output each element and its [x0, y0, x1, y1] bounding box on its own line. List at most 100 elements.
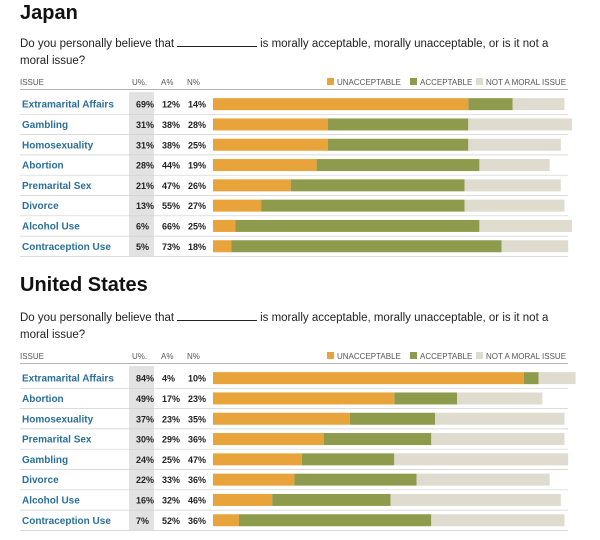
- category-label: Contraception Use: [22, 516, 111, 527]
- u-pct-label: 30%: [136, 435, 154, 445]
- n-pct-label: 23%: [188, 394, 206, 404]
- category-label: Extramarital Affairs: [22, 100, 114, 111]
- n-pct-label: 36%: [188, 475, 206, 485]
- category-label: Homosexuality: [22, 414, 94, 425]
- category-label: Gambling: [22, 455, 68, 466]
- u-pct-label: 84%: [136, 374, 154, 384]
- bar-unacceptable: [213, 240, 232, 253]
- n-pct-label: 36%: [188, 516, 206, 526]
- n-pct-label: 46%: [188, 495, 206, 505]
- bar-unacceptable: [213, 392, 395, 405]
- bar-acceptable: [394, 392, 458, 405]
- u-pct-label: 5%: [136, 242, 149, 252]
- header-a-pct: A%: [161, 78, 173, 87]
- n-pct-label: 14%: [188, 100, 206, 110]
- a-pct-label: 12%: [162, 100, 180, 110]
- category-label: Premarital Sex: [22, 435, 92, 446]
- a-pct-label: 33%: [162, 475, 180, 485]
- u-pct-label: 21%: [136, 181, 154, 191]
- a-pct-label: 23%: [162, 414, 180, 424]
- n-pct-label: 35%: [188, 414, 206, 424]
- bar-unacceptable: [213, 493, 273, 506]
- bar-acceptable: [272, 493, 391, 506]
- u-pct-label: 22%: [136, 475, 154, 485]
- a-pct-label: 47%: [162, 181, 180, 191]
- bar-not-a-moral-issue: [468, 138, 561, 151]
- legend-not-a-moral-issue-swatch: [476, 78, 483, 85]
- bar-acceptable: [468, 98, 513, 111]
- bar-not-a-moral-issue: [435, 412, 565, 425]
- bar-unacceptable: [213, 138, 328, 151]
- a-pct-label: 38%: [162, 120, 180, 130]
- bar-unacceptable: [213, 118, 328, 131]
- bar-not-a-moral-issue: [512, 98, 565, 111]
- category-label: Divorce: [22, 475, 59, 486]
- category-label: Alcohol Use: [22, 221, 80, 232]
- bar-unacceptable: [213, 199, 262, 212]
- a-pct-label: 4%: [162, 374, 175, 384]
- bar-not-a-moral-issue: [479, 159, 550, 172]
- a-pct-label: 44%: [162, 161, 180, 171]
- united-states-panel: United States Do you personally believe …: [0, 270, 600, 539]
- bar-not-a-moral-issue: [464, 179, 561, 192]
- bar-unacceptable: [213, 372, 524, 385]
- a-pct-label: 38%: [162, 140, 180, 150]
- category-label: Abortion: [22, 394, 64, 405]
- a-pct-label: 17%: [162, 394, 180, 404]
- bar-not-a-moral-issue: [416, 473, 550, 486]
- n-pct-label: 18%: [188, 242, 206, 252]
- legend-unacceptable-label: UNACCEPTABLE: [337, 352, 401, 361]
- n-pct-label: 10%: [188, 374, 206, 384]
- bar-unacceptable: [213, 453, 302, 466]
- bar-not-a-moral-issue: [390, 493, 561, 506]
- a-pct-label: 66%: [162, 221, 180, 231]
- u-pct-label: 37%: [136, 414, 154, 424]
- header-issue: ISSUE: [20, 78, 44, 87]
- legend-unacceptable-label: UNACCEPTABLE: [337, 78, 401, 87]
- category-label: Gambling: [22, 120, 68, 131]
- a-pct-label: 25%: [162, 455, 180, 465]
- bar-unacceptable: [213, 179, 291, 192]
- n-pct-label: 19%: [188, 161, 206, 171]
- legend-not-a-moral-issue-label: NOT A MORAL ISSUE: [486, 78, 566, 87]
- category-label: Premarital Sex: [22, 181, 92, 192]
- header-n-pct: N%: [187, 78, 200, 87]
- u-column-shading: [129, 366, 154, 531]
- legend-acceptable-swatch: [410, 78, 417, 85]
- u-pct-label: 31%: [136, 120, 154, 130]
- header-n-pct: N%: [187, 352, 200, 361]
- question-after: is morally acceptable, morally unaccepta…: [20, 38, 549, 67]
- question-before: Do you personally believe that: [20, 38, 175, 50]
- bar-not-a-moral-issue: [431, 514, 565, 527]
- legend-not-a-moral-issue-swatch: [476, 352, 483, 359]
- n-pct-label: 25%: [188, 221, 206, 231]
- n-pct-label: 47%: [188, 455, 206, 465]
- bar-acceptable: [261, 199, 465, 212]
- bar-acceptable: [290, 179, 465, 192]
- bar-acceptable: [523, 372, 539, 385]
- survey-question: Do you personally believe that is morally…: [20, 36, 580, 70]
- legend-acceptable-swatch: [410, 352, 417, 359]
- header-issue: ISSUE: [20, 352, 44, 361]
- bar-not-a-moral-issue: [538, 372, 576, 385]
- bar-acceptable: [238, 514, 432, 527]
- japan-panel: Japan Do you personally believe that is m…: [20, 2, 580, 257]
- legend-unacceptable-swatch: [327, 78, 334, 85]
- panel-title: United States: [20, 274, 148, 296]
- category-label: Divorce: [22, 201, 59, 212]
- bar-unacceptable: [213, 159, 317, 172]
- question-blank: [177, 36, 258, 47]
- bar-unacceptable: [213, 514, 239, 527]
- legend-unacceptable-swatch: [327, 352, 334, 359]
- bar-not-a-moral-issue: [468, 118, 572, 131]
- u-pct-label: 16%: [136, 495, 154, 505]
- u-pct-label: 69%: [136, 100, 154, 110]
- u-pct-label: 31%: [136, 140, 154, 150]
- a-pct-label: 32%: [162, 495, 180, 505]
- bar-acceptable: [327, 138, 469, 151]
- question-before: Do you personally believe that: [20, 312, 175, 324]
- bar-acceptable: [324, 433, 432, 446]
- a-pct-label: 29%: [162, 435, 180, 445]
- bar-not-a-moral-issue: [394, 453, 569, 466]
- bar-unacceptable: [213, 219, 236, 232]
